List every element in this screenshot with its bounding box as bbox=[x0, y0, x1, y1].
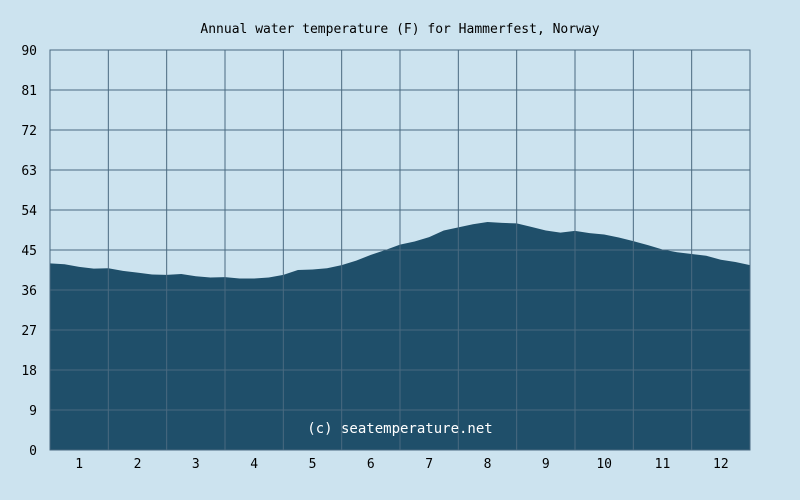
y-axis-ticks: 0 9 18 27 36 45 54 63 72 81 90 bbox=[21, 44, 37, 459]
y-tick-label: 36 bbox=[21, 284, 37, 299]
chart-title: Annual water temperature (F) for Hammerf… bbox=[200, 22, 599, 37]
plot-border bbox=[49, 49, 751, 451]
y-tick-label: 72 bbox=[21, 124, 37, 139]
x-tick-label: 4 bbox=[250, 457, 258, 472]
x-tick-label: 9 bbox=[542, 457, 550, 472]
x-tick-label: 7 bbox=[425, 457, 433, 472]
x-tick-label: 5 bbox=[309, 457, 317, 472]
y-tick-label: 9 bbox=[29, 404, 37, 419]
y-tick-label: 54 bbox=[21, 204, 37, 219]
x-tick-label: 10 bbox=[596, 457, 612, 472]
x-tick-label: 3 bbox=[192, 457, 200, 472]
y-tick-label: 27 bbox=[21, 324, 37, 339]
x-axis-ticks: 1 2 3 4 5 6 7 8 9 10 11 12 bbox=[75, 457, 728, 472]
y-tick-label: 45 bbox=[21, 244, 37, 259]
x-tick-label: 2 bbox=[134, 457, 142, 472]
y-tick-label: 63 bbox=[21, 164, 37, 179]
watermark-text: (c) seatemperature.net bbox=[307, 421, 492, 437]
y-tick-label: 18 bbox=[21, 364, 37, 379]
y-tick-label: 81 bbox=[21, 84, 37, 99]
x-tick-label: 6 bbox=[367, 457, 375, 472]
x-tick-label: 8 bbox=[484, 457, 492, 472]
x-tick-label: 12 bbox=[713, 457, 729, 472]
y-tick-label: 0 bbox=[29, 444, 37, 459]
y-tick-label: 90 bbox=[21, 44, 37, 59]
x-tick-label: 1 bbox=[75, 457, 83, 472]
x-tick-label: 11 bbox=[655, 457, 671, 472]
